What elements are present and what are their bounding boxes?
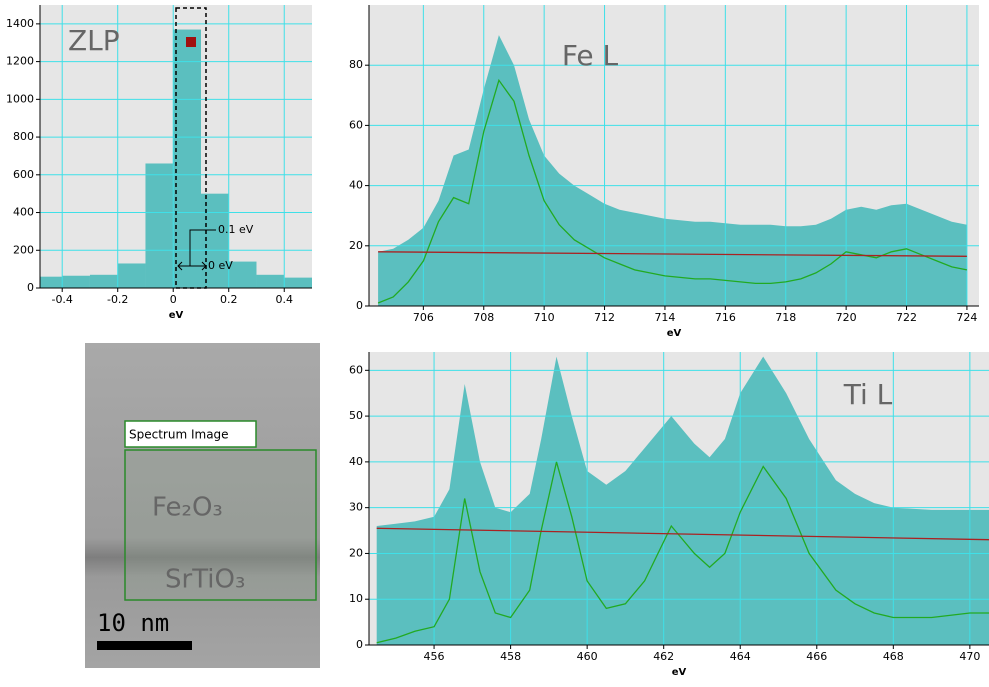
stem-image: Spectrum Image Fe₂O₃ SrTiO₃ 10 nm <box>85 343 320 668</box>
x-tick-label: -0.2 <box>107 293 128 306</box>
y-tick-label: 50 <box>349 409 363 422</box>
bar <box>145 163 174 288</box>
spectrum-line <box>376 461 989 644</box>
chart: 706 708 710 712 714 716 718 720 722 724 0 20 40 60 80 e… <box>349 5 979 339</box>
y-tick-label: 1200 <box>6 55 34 68</box>
y-tick-label: 0 <box>356 299 363 312</box>
y-tick-label: 60 <box>349 118 363 131</box>
y-tick-label: 20 <box>349 546 363 559</box>
marker <box>186 37 196 47</box>
x-tick-label: 708 <box>473 311 494 324</box>
selection-box <box>124 449 317 601</box>
bar <box>117 263 146 288</box>
y-tick-label: 40 <box>349 455 363 468</box>
bar <box>89 274 118 288</box>
plot-area <box>369 5 979 306</box>
spectrum-line <box>376 527 989 541</box>
chart: 456 458 460 462 464 466 468 470 0 10 20 30 40 50 60 eV T… <box>349 352 989 678</box>
axes <box>368 5 979 307</box>
x-tick-label: 462 <box>653 650 674 663</box>
annotation: 0.1 eV <box>218 223 254 236</box>
y-tick-label: 80 <box>349 58 363 71</box>
x-tick-label: 466 <box>806 650 827 663</box>
bracket <box>177 229 216 271</box>
x-tick-label: 460 <box>577 650 598 663</box>
bar <box>173 29 201 288</box>
image-background <box>85 343 320 668</box>
x-tick-label: 706 <box>413 311 434 324</box>
x-tick-label: 468 <box>883 650 904 663</box>
spectrum-line <box>377 78 968 304</box>
x-tick-label: 718 <box>775 311 796 324</box>
y-tick-label: 30 <box>349 501 363 514</box>
x-tick-label: -0.4 <box>51 293 72 306</box>
annotation: 0 eV <box>208 259 233 272</box>
y-tick-label: 200 <box>13 243 34 256</box>
layer-label: Fe₂O₃ <box>152 493 223 523</box>
chart-title: Ti L <box>843 378 893 411</box>
bar <box>200 193 229 288</box>
x-tick-label: 0.2 <box>220 293 238 306</box>
chart-title: ZLP <box>68 24 120 57</box>
box-label: Spectrum Image <box>129 428 229 442</box>
axes <box>368 352 989 646</box>
x-tick-label: 712 <box>594 311 615 324</box>
x-tick-label: 0 <box>170 293 177 306</box>
y-tick-label: 600 <box>13 168 34 181</box>
y-tick-label: 800 <box>13 130 34 143</box>
x-tick-label: 0.4 <box>275 293 293 306</box>
grid <box>40 5 312 289</box>
y-tick-label: 1400 <box>6 17 34 30</box>
x-tick-label: 714 <box>654 311 675 324</box>
spectrum-line <box>378 251 967 257</box>
label-box <box>124 420 257 448</box>
bar <box>256 274 285 288</box>
x-axis-label: eV <box>672 667 687 678</box>
x-tick-label: 456 <box>424 650 445 663</box>
y-tick-label: 10 <box>349 592 363 605</box>
spectrum-area <box>376 356 989 645</box>
scale-label: 10 nm <box>97 609 169 637</box>
chart: -0.4 -0.2 0 0.2 0.4 0 200 400 600 800 1000 1200 1400… <box>6 5 312 321</box>
x-tick-label: 722 <box>896 311 917 324</box>
x-tick-label: 720 <box>836 311 857 324</box>
scale-bar <box>97 641 192 650</box>
y-tick-label: 400 <box>13 206 34 219</box>
x-tick-label: 724 <box>956 311 977 324</box>
x-tick-label: 464 <box>730 650 751 663</box>
bar <box>40 276 63 288</box>
y-tick-label: 0 <box>27 281 34 294</box>
x-tick-label: 716 <box>715 311 736 324</box>
spectrum-area <box>378 35 967 306</box>
layer-label: SrTiO₃ <box>165 565 245 595</box>
y-tick-label: 60 <box>349 363 363 376</box>
x-axis-label: eV <box>169 310 184 321</box>
x-axis-label: eV <box>667 328 682 339</box>
y-tick-label: 0 <box>356 638 363 651</box>
x-tick-label: 470 <box>959 650 980 663</box>
axes <box>39 5 312 289</box>
y-tick-label: 1000 <box>6 92 34 105</box>
x-tick-label: 710 <box>534 311 555 324</box>
bar <box>284 277 312 288</box>
x-tick-label: 458 <box>500 650 521 663</box>
y-tick-label: 40 <box>349 179 363 192</box>
bar <box>62 275 90 288</box>
chart-title: Fe L <box>562 39 619 72</box>
y-tick-label: 20 <box>349 239 363 252</box>
bar <box>228 261 257 288</box>
plot-area <box>369 352 989 645</box>
